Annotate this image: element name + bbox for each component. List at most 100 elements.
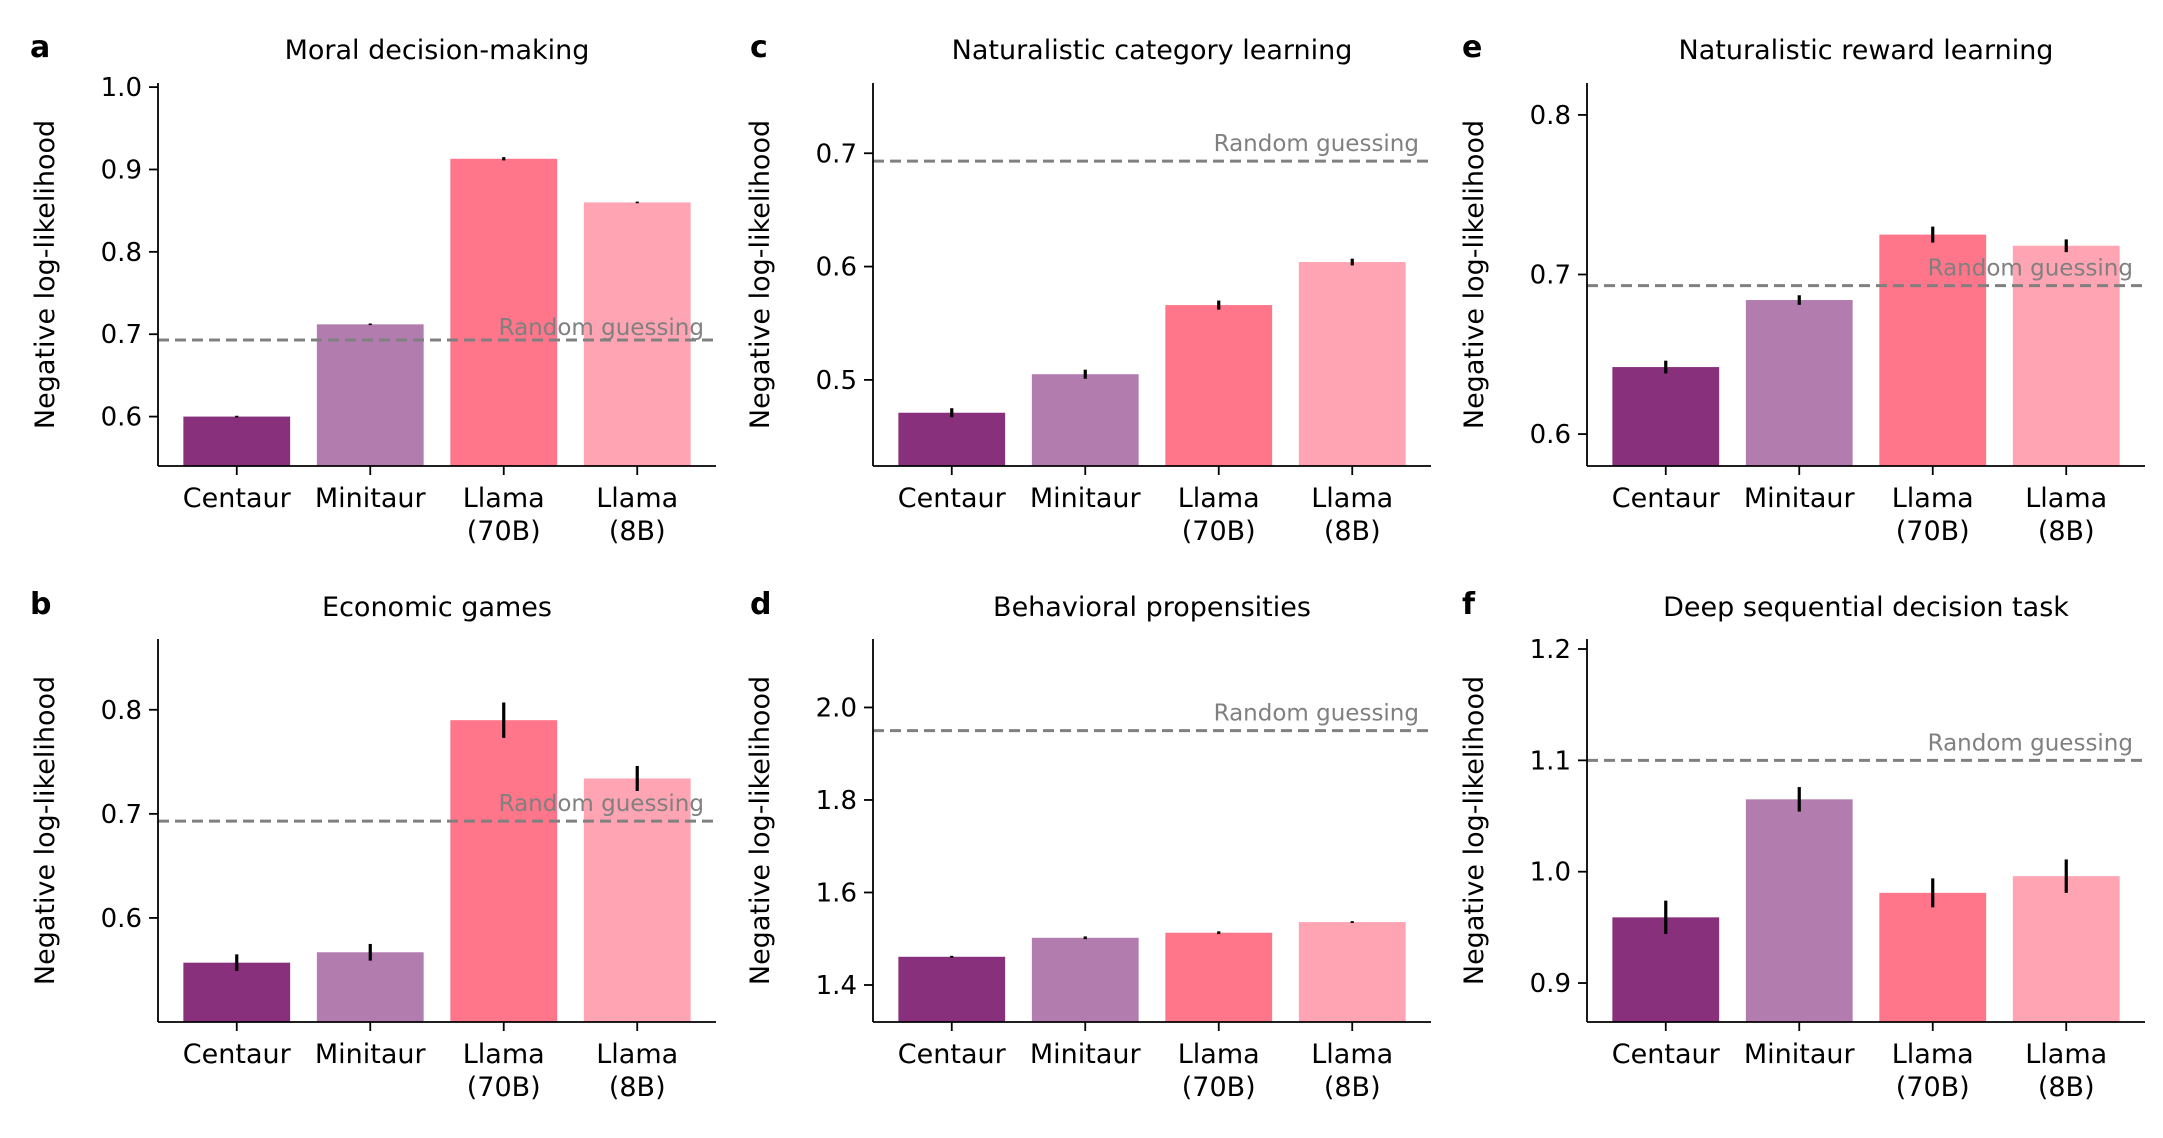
y-tick-label: 0.8 bbox=[101, 238, 142, 268]
bar bbox=[1612, 367, 1720, 466]
x-tick-label: Llama (8B) bbox=[1311, 1039, 1393, 1103]
x-tick-label: Minitaur bbox=[1030, 1039, 1142, 1070]
panel-a: a Moral decision-making Negative log-likel… bbox=[30, 30, 716, 547]
bar bbox=[316, 952, 424, 1022]
x-tick-label: Centaur bbox=[183, 483, 292, 514]
x-tick-label: Llama (8B) bbox=[596, 483, 678, 547]
y-tick-label: 0.7 bbox=[1530, 261, 1571, 291]
bar bbox=[1298, 262, 1406, 466]
y-tick-label: 1.0 bbox=[1530, 858, 1571, 888]
y-tick-label: 0.7 bbox=[101, 320, 142, 350]
bar bbox=[898, 956, 1006, 1022]
y-tick-label: 0.9 bbox=[101, 155, 142, 185]
reference-label: Random guessing bbox=[1214, 131, 1419, 157]
y-tick-label: 0.6 bbox=[816, 253, 857, 283]
panel-letter: c bbox=[750, 30, 768, 65]
y-tick-label: 0.5 bbox=[816, 366, 857, 396]
bar bbox=[1165, 305, 1273, 466]
panel-title: Naturalistic reward learning bbox=[1679, 35, 2054, 66]
y-tick-label: 0.6 bbox=[101, 403, 142, 433]
panel-b: b Economic games Negative log-likelihood Ra… bbox=[30, 587, 716, 1103]
panel-letter: f bbox=[1462, 587, 1476, 622]
y-tick-label: 0.6 bbox=[1530, 420, 1571, 450]
panel-letter: a bbox=[30, 30, 50, 65]
x-tick-label: Centaur bbox=[898, 483, 1007, 514]
panel-title: Deep sequential decision task bbox=[1663, 592, 2069, 623]
x-tick-label: Llama (70B) bbox=[1178, 1039, 1260, 1103]
reference-label: Random guessing bbox=[1928, 256, 2133, 282]
y-tick-label: 1.6 bbox=[816, 878, 857, 908]
panel-c: c Naturalistic category learning Negative … bbox=[745, 30, 1431, 547]
x-tick-label: Llama (70B) bbox=[1892, 1039, 1974, 1103]
x-tick-label: Centaur bbox=[1612, 1039, 1721, 1070]
y-axis-label: Negative log-likelihood bbox=[1459, 120, 1490, 429]
bar bbox=[450, 158, 558, 466]
bar bbox=[898, 412, 1006, 466]
bar bbox=[1165, 932, 1273, 1022]
y-tick-label: 1.8 bbox=[816, 786, 857, 816]
x-tick-label: Minitaur bbox=[1744, 483, 1856, 514]
x-tick-label: Centaur bbox=[898, 1039, 1007, 1070]
y-tick-label: 1.1 bbox=[1530, 746, 1571, 776]
y-tick-label: 0.7 bbox=[101, 800, 142, 830]
reference-label: Random guessing bbox=[1928, 730, 2133, 756]
bar bbox=[2012, 876, 2120, 1022]
bar bbox=[450, 720, 558, 1022]
bar bbox=[1745, 300, 1853, 466]
x-tick-label: Llama (70B) bbox=[1178, 483, 1260, 547]
bar bbox=[316, 324, 424, 466]
bar bbox=[1031, 937, 1139, 1022]
bar bbox=[1745, 799, 1853, 1022]
y-axis-label: Negative log-likelihood bbox=[30, 120, 61, 429]
x-tick-label: Llama (8B) bbox=[2025, 483, 2107, 547]
bar bbox=[583, 778, 691, 1022]
bar bbox=[1031, 374, 1139, 466]
bar bbox=[183, 962, 291, 1022]
x-tick-label: Llama (8B) bbox=[596, 1039, 678, 1103]
bar bbox=[183, 416, 291, 466]
bar bbox=[1879, 234, 1987, 466]
panel-e: e Naturalistic reward learning Negative lo… bbox=[1459, 30, 2145, 547]
y-axis-label: Negative log-likelihood bbox=[30, 676, 61, 985]
y-tick-label: 0.8 bbox=[1530, 101, 1571, 131]
panel-title: Behavioral propensities bbox=[993, 592, 1311, 623]
reference-label: Random guessing bbox=[1214, 701, 1419, 727]
panel-title: Naturalistic category learning bbox=[952, 35, 1353, 66]
panel-title: Moral decision-making bbox=[285, 35, 590, 66]
y-tick-label: 0.6 bbox=[101, 904, 142, 934]
y-tick-label: 0.8 bbox=[101, 696, 142, 726]
x-tick-label: Llama (8B) bbox=[1311, 483, 1393, 547]
panel-d: d Behavioral propensities Negative log-lik… bbox=[745, 587, 1431, 1103]
x-tick-label: Minitaur bbox=[315, 1039, 427, 1070]
reference-label: Random guessing bbox=[499, 791, 704, 817]
bar bbox=[2012, 245, 2120, 466]
y-tick-label: 1.2 bbox=[1530, 635, 1571, 665]
bar bbox=[1298, 922, 1406, 1022]
y-tick-label: 0.9 bbox=[1530, 969, 1571, 999]
y-tick-label: 0.7 bbox=[816, 139, 857, 169]
panel-letter: b bbox=[30, 587, 51, 622]
panel-f: f Deep sequential decision task Negative l… bbox=[1459, 587, 2145, 1103]
x-tick-label: Minitaur bbox=[315, 483, 427, 514]
x-tick-label: Llama (70B) bbox=[463, 1039, 545, 1103]
x-tick-label: Llama (70B) bbox=[1892, 483, 1974, 547]
panel-title: Economic games bbox=[322, 592, 552, 623]
y-axis-label: Negative log-likelihood bbox=[1459, 676, 1490, 985]
x-tick-label: Llama (70B) bbox=[463, 483, 545, 547]
y-tick-label: 1.0 bbox=[101, 73, 142, 103]
panel-letter: d bbox=[750, 587, 771, 622]
y-tick-label: 2.0 bbox=[816, 693, 857, 723]
x-tick-label: Minitaur bbox=[1744, 1039, 1856, 1070]
bar bbox=[1879, 892, 1987, 1022]
x-tick-label: Centaur bbox=[183, 1039, 292, 1070]
x-tick-label: Centaur bbox=[1612, 483, 1721, 514]
reference-label: Random guessing bbox=[499, 315, 704, 341]
y-axis-label: Negative log-likelihood bbox=[745, 120, 776, 429]
bar bbox=[583, 202, 691, 466]
y-axis-label: Negative log-likelihood bbox=[745, 676, 776, 985]
y-tick-label: 1.4 bbox=[816, 971, 857, 1001]
panel-letter: e bbox=[1462, 30, 1482, 65]
x-tick-label: Minitaur bbox=[1030, 483, 1142, 514]
x-tick-label: Llama (8B) bbox=[2025, 1039, 2107, 1103]
